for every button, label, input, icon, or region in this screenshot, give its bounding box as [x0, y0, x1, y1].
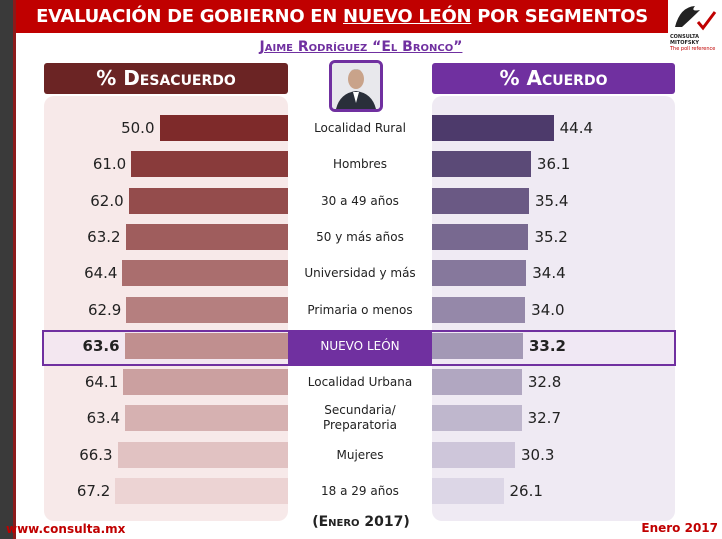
agree-value: 35.4	[534, 191, 569, 210]
agree-value: 26.1	[509, 482, 543, 500]
disagree-bar	[123, 369, 288, 396]
disagree-value: 61.0	[92, 155, 127, 174]
category-label: Localidad Rural	[314, 121, 406, 135]
agree-value: 36.1	[536, 155, 571, 174]
disagree-bar	[122, 260, 288, 287]
agree-value: 32.8	[527, 373, 562, 392]
agree-value: 34.0	[531, 300, 565, 319]
disagree-bar	[128, 187, 288, 214]
agree-bar	[432, 151, 531, 178]
agree-bar	[432, 260, 527, 287]
category-label: Localidad Urbana	[307, 375, 413, 390]
disagree-bar	[117, 441, 288, 468]
logo-text: CONSULTA MITOFSKY	[670, 34, 700, 46]
agree-bar	[432, 478, 504, 504]
agree-bar	[432, 296, 526, 323]
agree-bar	[432, 332, 523, 359]
left-accent	[13, 0, 16, 539]
disagree-bar	[126, 296, 288, 323]
agree-bar	[432, 223, 529, 250]
disagree-bar	[131, 151, 288, 178]
footer-date: Enero 2017	[641, 521, 718, 535]
category-label: 18 a 29 años	[321, 484, 399, 498]
agree-value: 33.2	[528, 336, 566, 355]
subtitle: Jaime Rodríguez “El Bronco”	[259, 39, 463, 55]
disagree-bar	[159, 115, 288, 141]
disagree-value: 62.0	[90, 191, 124, 210]
highlight-label-bg	[288, 330, 432, 366]
agree-bar	[432, 405, 522, 432]
disagree-value: 50.0	[121, 119, 155, 137]
agree-value: 44.4	[559, 119, 594, 137]
category-label: Secundaria/ Preparatoria	[322, 403, 397, 433]
category-label: 30 a 49 años	[321, 193, 399, 208]
disagree-bar	[124, 332, 288, 359]
website-link[interactable]: www.consulta.mx	[6, 522, 126, 536]
disagree-value: 64.1	[84, 373, 119, 392]
governor-photo	[329, 60, 383, 112]
disagree-bar	[115, 478, 288, 504]
category-label: Hombres	[333, 157, 387, 172]
category-label: Mujeres	[336, 447, 384, 462]
logo-tagline: The poll reference	[670, 46, 716, 52]
agree-bar	[432, 441, 516, 468]
left-border	[0, 0, 13, 539]
disagree-value: 63.6	[82, 336, 120, 355]
disagree-header: % Desacuerdo	[44, 63, 288, 94]
category-label: 50 y más años	[316, 229, 404, 244]
disagree-value: 64.4	[84, 264, 118, 283]
category-label: Universidad y más	[304, 266, 416, 281]
agree-bar	[432, 369, 522, 396]
disagree-value: 63.2	[87, 227, 121, 246]
agree-value: 34.4	[532, 264, 566, 283]
period-label: (Enero 2017)	[312, 514, 410, 530]
disagree-value: 67.2	[76, 482, 111, 500]
disagree-value: 62.9	[87, 300, 122, 319]
agree-value: 30.3	[521, 445, 555, 464]
agree-bar	[432, 187, 529, 214]
agree-value: 35.2	[534, 227, 568, 246]
consulta-mitofsky-logo: CONSULTA MITOFSKY The poll reference	[670, 2, 720, 52]
disagree-bar	[125, 223, 288, 250]
title-state: NUEVO LEÓN	[343, 6, 472, 27]
agree-value: 32.7	[527, 409, 561, 428]
category-label: Primaria o menos	[307, 302, 413, 317]
agree-bar	[432, 115, 554, 141]
disagree-value: 66.3	[79, 445, 113, 464]
logo-mark-icon	[675, 6, 717, 31]
disagree-value: 63.4	[86, 409, 121, 428]
title-part: EVALUACIÓN DE GOBIERNO EN	[36, 6, 344, 27]
agree-header: % Acuerdo	[432, 63, 675, 94]
page-title: EVALUACIÓN DE GOBIERNO EN NUEVO LEÓN POR…	[16, 0, 668, 33]
title-part: POR SEGMENTOS	[471, 6, 648, 27]
disagree-bar	[125, 405, 288, 432]
category-label: NUEVO LEÓN	[320, 338, 400, 353]
